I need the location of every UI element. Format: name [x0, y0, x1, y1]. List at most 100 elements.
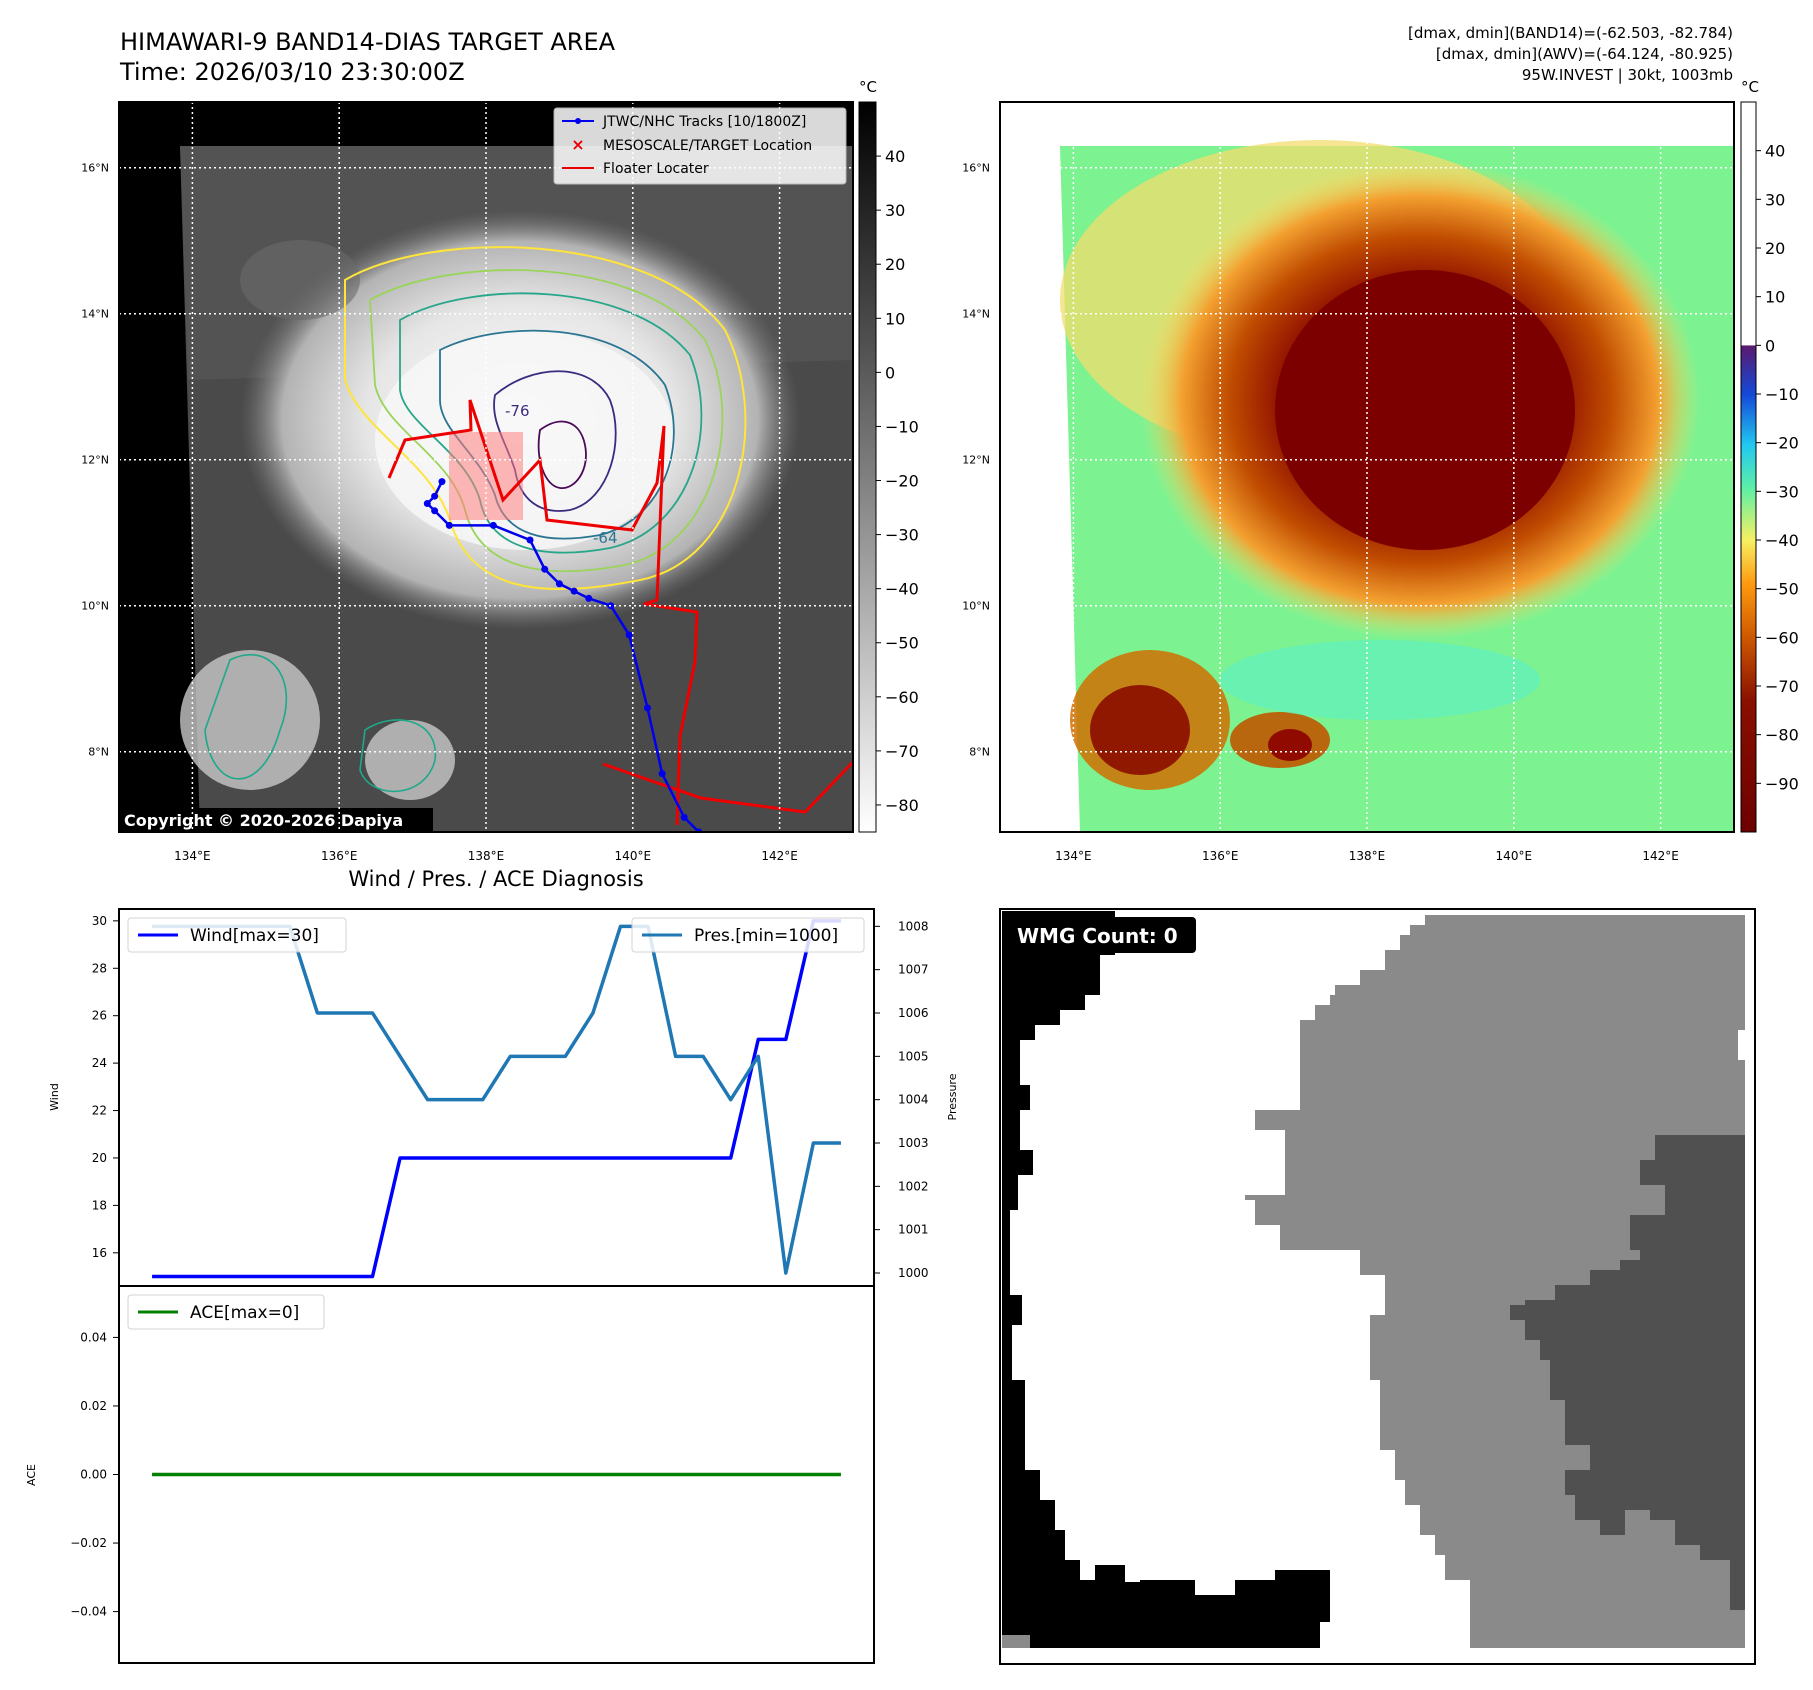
awv-colorbar-tick: −10 — [1765, 385, 1799, 404]
figure-time: Time: 2026/03/10 23:30:00Z — [119, 58, 465, 86]
floater-locater-line — [387, 399, 699, 826]
pressure-legend: Pres.[min=1000] — [631, 917, 865, 953]
ir-map-panel: -76 -64 Copyright © 2020-2026 Dapiya 16°… — [81, 78, 919, 863]
ir-colorbar-tick: −30 — [885, 526, 919, 545]
wind-tick-label: 26 — [92, 1009, 107, 1023]
pressure-tick-label: 1005 — [898, 1049, 929, 1063]
ir-colorbar-tick: −10 — [885, 417, 919, 436]
wmg-black-region — [1002, 911, 1330, 1648]
wmg-frame — [999, 908, 1756, 1665]
track-point — [526, 536, 534, 544]
contour-label-64: -64 — [593, 529, 618, 547]
ir-lat-label: 10°N — [81, 600, 109, 613]
pressure-legend-label: Pres.[min=1000] — [694, 926, 838, 946]
track-point — [431, 492, 439, 500]
copyright-box — [119, 808, 433, 832]
track-point — [570, 587, 578, 595]
legend-x-marker-icon: × — [571, 135, 584, 154]
ace-plot: 0.04 0.02 0.00 −0.02 −0.04 — [70, 1330, 841, 1619]
awv-colorbar-tick: −30 — [1765, 482, 1799, 501]
awv-lat-label: 14°N — [962, 308, 990, 321]
wind-tick-label: 30 — [92, 914, 107, 928]
figure-title: HIMAWARI-9 BAND14-DIAS TARGET AREA — [120, 28, 616, 56]
pressure-tick-label: 1002 — [898, 1179, 929, 1193]
ir-lat-label: 14°N — [81, 308, 109, 321]
copyright-label: Copyright © 2020-2026 Dapiya — [124, 811, 403, 830]
awv-lon-label: 142°E — [1642, 849, 1679, 863]
diagnosis-title: Wind / Pres. / ACE Diagnosis — [348, 867, 643, 891]
awv-colorbar-tick: 40 — [1765, 142, 1785, 161]
wmg-count-label: WMG Count: 0 — [1017, 924, 1178, 948]
ace-tick-label: −0.02 — [70, 1536, 107, 1550]
awv-gridlines — [1000, 102, 1734, 832]
wind-tick-label: 22 — [92, 1104, 107, 1118]
awv-colorbar-tick: −90 — [1765, 774, 1799, 793]
ir-lon-label: 140°E — [615, 849, 652, 863]
ir-lat-label: 8°N — [88, 746, 109, 759]
awv-colorbar: °C 40 30 20 10 0 −10 −20 −30 −40 −50 −60 −70 −80 −90 — [1740, 78, 1799, 833]
ir-lat-labels: 16°N 14°N 12°N 10°N 8°N — [81, 162, 109, 759]
ir-lon-labels: 134°E 136°E 138°E 140°E 142°E — [174, 849, 798, 863]
wmg-panel: WMG Count: 0 — [999, 908, 1756, 1665]
ir-lon-label: 142°E — [761, 849, 798, 863]
awv-map-panel: 16°N 14°N 12°N 10°N 8°N 134°E 136°E 138°E 140°E… — [962, 78, 1799, 863]
ir-colorbar-tick: −20 — [885, 472, 919, 491]
awv-lat-label: 16°N — [962, 162, 990, 175]
ir-colorbar-tick: −60 — [885, 688, 919, 707]
ace-tick-label: 0.00 — [80, 1468, 107, 1482]
ir-lat-label: 12°N — [81, 454, 109, 467]
awv-map-frame — [999, 101, 1735, 833]
awv-lat-label: 12°N — [962, 454, 990, 467]
ace-axis-label: ACE — [25, 1464, 38, 1486]
awv-colorbar-tick: 0 — [1765, 336, 1775, 355]
wind-tick-label: 16 — [92, 1246, 107, 1260]
track-point — [489, 521, 497, 529]
awv-lon-label: 140°E — [1496, 849, 1533, 863]
pressure-tick-label: 1004 — [898, 1093, 929, 1107]
ir-colorbar-tick: −50 — [885, 634, 919, 653]
awv-lat-labels: 16°N 14°N 12°N 10°N 8°N — [962, 162, 990, 759]
awv-lat-label: 10°N — [962, 600, 990, 613]
ir-lon-label: 138°E — [468, 849, 505, 863]
wind-series-line — [152, 919, 841, 1279]
wmg-dark-region — [1510, 1135, 1745, 1610]
awv-lon-labels: 134°E 136°E 138°E 140°E 142°E — [1055, 849, 1679, 863]
wind-pressure-plot: 16 18 20 22 24 26 28 30 1000 1001 1002 1003 1004 1005… — [92, 914, 929, 1280]
ir-lon-label: 134°E — [174, 849, 211, 863]
pressure-tick-label: 1008 — [898, 919, 929, 933]
track-point — [423, 500, 431, 507]
ir-colorbar-tick: 20 — [885, 255, 905, 274]
ir-colorbar-tick: 30 — [885, 201, 905, 220]
track-point — [431, 507, 439, 515]
pressure-axis-label: Pressure — [946, 1073, 959, 1120]
awv-lat-label: 8°N — [969, 746, 990, 759]
wind-axis-label: Wind — [48, 1083, 61, 1111]
info-awv: [dmax, dmin](AWV)=(-64.124, -80.925) — [1436, 45, 1733, 63]
ir-colorbar-tick: 0 — [885, 363, 895, 382]
track-point — [658, 770, 666, 778]
ir-map-frame — [118, 101, 854, 833]
diagnosis-panel: Wind / Pres. / ACE Diagnosis 16 18 20 22 24 2… — [25, 867, 959, 1664]
track-point — [445, 521, 453, 529]
ir-legend: JTWC/NHC Tracks [10/1800Z] × MESOSCALE/T… — [553, 107, 847, 185]
ir-colorbar-tick: −40 — [885, 580, 919, 599]
ir-colorbar-tick: 10 — [885, 309, 905, 328]
ace-tick-label: 0.02 — [80, 1399, 107, 1413]
ir-colorbar: °C 40 30 20 10 0 −10 −20 −30 −40 −50 −60 −70 −80 — [858, 78, 919, 833]
wind-tick-label: 28 — [92, 961, 107, 975]
track-point — [438, 478, 446, 486]
ir-colorbar-tick: −70 — [885, 742, 919, 761]
pressure-tick-label: 1003 — [898, 1136, 929, 1150]
pressure-tick-label: 1001 — [898, 1223, 929, 1237]
ir-colorbar-tick: −80 — [885, 796, 919, 815]
awv-colorbar-tick: −20 — [1765, 434, 1799, 453]
contour-label-76: -76 — [505, 402, 530, 420]
track-point — [680, 813, 688, 821]
track-point — [555, 580, 563, 588]
pressure-tick-label: 1007 — [898, 963, 929, 977]
ace-legend-label: ACE[max=0] — [190, 1303, 299, 1323]
awv-colorbar-unit: °C — [1741, 78, 1759, 96]
legend-jtwc-tracks: JTWC/NHC Tracks [10/1800Z] — [602, 114, 806, 130]
awv-lon-label: 134°E — [1055, 849, 1092, 863]
ace-tick-label: 0.04 — [80, 1330, 107, 1344]
